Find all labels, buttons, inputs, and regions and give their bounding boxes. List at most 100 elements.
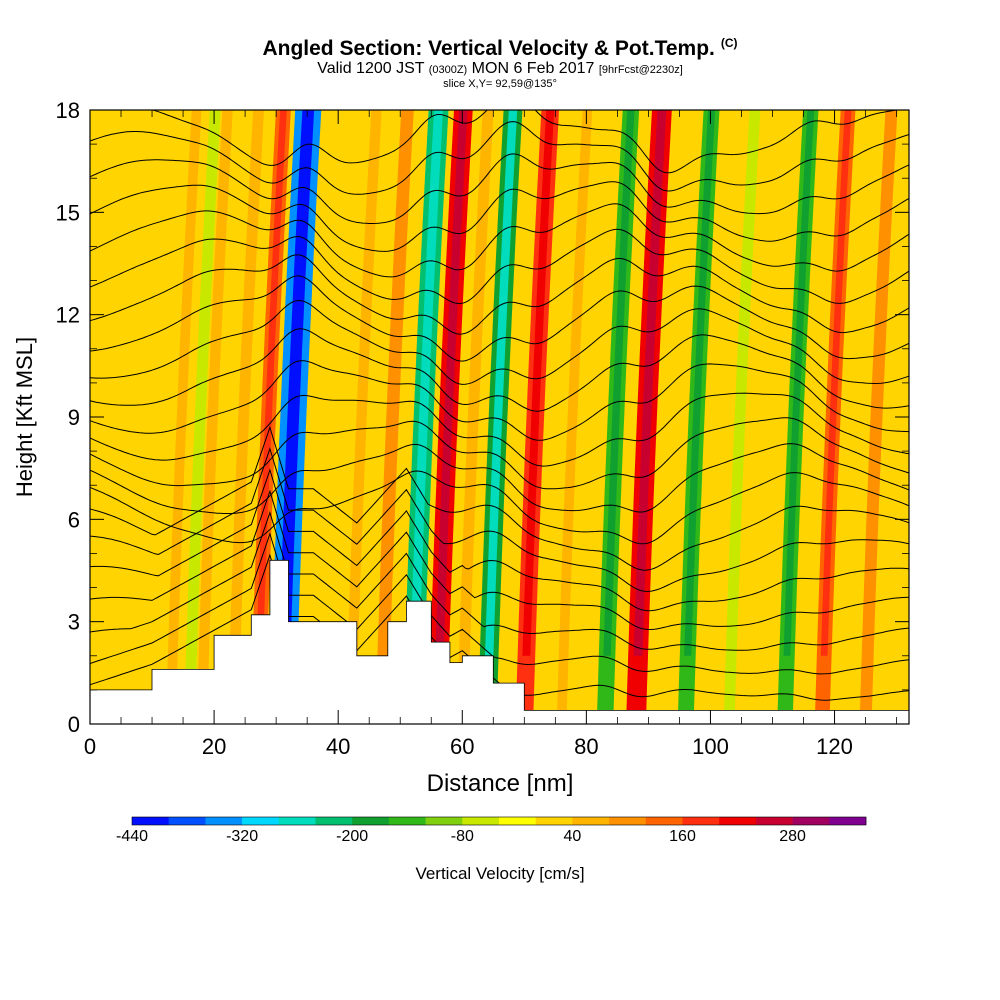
y-tick-label: 18 [56, 98, 80, 123]
colorbar-tick-label: 40 [563, 828, 582, 845]
isentrope-line [90, 328, 909, 412]
x-tick-label: 120 [816, 734, 853, 759]
velocity-core [820, 110, 852, 656]
velocity-core [684, 110, 716, 656]
colorbar-title: Vertical Velocity [cm/s] [415, 864, 585, 883]
velocity-band [315, 110, 350, 724]
x-tick-label: 60 [450, 734, 474, 759]
y-tick-label: 3 [68, 610, 80, 635]
isentrope-line [90, 417, 909, 490]
isentrope-line [90, 275, 909, 362]
isentrope-line [90, 425, 909, 571]
isentrope-line [90, 181, 909, 252]
colorbar-swatch [755, 817, 793, 825]
isentrope-line [90, 299, 909, 385]
isentrope-line [90, 468, 909, 612]
colorbar-swatch [388, 817, 426, 825]
chart-title: Angled Section: Vertical Velocity & Pot.… [0, 36, 1000, 61]
y-tick-label: 0 [68, 712, 80, 737]
isentrope-line [90, 254, 909, 335]
valid-time-line: Valid 1200 JST (0300Z) MON 6 Feb 2017 [9… [0, 60, 1000, 78]
isentrope-line [151, 110, 900, 174]
velocity-band [456, 110, 494, 724]
velocity-core [256, 110, 287, 656]
colorbar [131, 816, 867, 826]
velocity-core [278, 110, 315, 656]
isentrope-line [90, 153, 909, 224]
isentrope-line [90, 532, 909, 675]
x-tick-label: 100 [692, 734, 729, 759]
isentrope-line [90, 203, 909, 278]
x-tick-label: 40 [326, 734, 350, 759]
colorbar-swatch [352, 817, 390, 825]
colorbar-swatch [645, 817, 683, 825]
colorbar-tick-label: 280 [779, 828, 806, 845]
y-tick-label: 9 [68, 405, 80, 430]
velocity-core [522, 110, 555, 656]
isentrope-line [90, 360, 909, 441]
colorbar-swatch [572, 817, 610, 825]
colorbar-swatch [278, 817, 316, 825]
y-axis-label: Height [Kft MSL] [12, 337, 37, 497]
isentrope-line [90, 443, 909, 514]
colorbar-swatch [719, 817, 757, 825]
velocity-band [723, 110, 761, 724]
slice-info: slice X,Y= 92,59@135° [443, 78, 557, 90]
velocity-band [183, 110, 221, 724]
valid-date: MON 6 Feb 2017 [471, 60, 595, 77]
velocity-core [485, 110, 518, 656]
colorbar-swatch [792, 817, 830, 825]
colorbar-tick-label: -440 [115, 828, 149, 845]
valid-time: Valid 1200 JST [317, 60, 425, 77]
terrain [90, 559, 909, 724]
colorbar-tick-label: -200 [336, 828, 369, 845]
forecast-info: [9hrFcst@2230z] [598, 64, 683, 76]
colorbar-swatch [609, 817, 647, 825]
isentrope-line [90, 228, 909, 305]
velocity-band [556, 110, 593, 724]
colorbar-frame [131, 816, 867, 826]
colorbar-swatch [462, 817, 500, 825]
colorbar-swatch [682, 817, 720, 825]
colorbar-swatch [168, 817, 206, 825]
isentrope-line [90, 489, 909, 630]
isentrope-line [90, 392, 909, 467]
x-axis-label: Distance [nm] [427, 770, 574, 797]
x-tick-label: 80 [574, 734, 598, 759]
pot-temp-contours [90, 110, 909, 701]
velocity-band [227, 110, 264, 724]
chart-title-text: Angled Section: Vertical Velocity & Pot.… [262, 37, 715, 60]
velocity-core [410, 110, 443, 656]
velocity-core [783, 110, 815, 656]
colorbar-swatch [242, 817, 280, 825]
colorbar-tick-label: -80 [450, 828, 474, 845]
isentrope-line [90, 121, 909, 195]
colorbar-swatch [829, 817, 867, 825]
velocity-field [90, 110, 909, 724]
y-tick-label: 6 [68, 507, 80, 532]
isentrope-line [90, 510, 909, 651]
axes: 0 20 40 60 80 100 120 0 3 6 9 12 15 18 [56, 98, 909, 759]
velocity-core [633, 110, 667, 656]
isentrope-line [90, 447, 909, 592]
velocity-band [345, 110, 382, 724]
valid-utc: (0300Z) [428, 64, 468, 76]
colorbar-tick-label: 160 [669, 828, 696, 845]
colorbar-swatch [132, 817, 169, 825]
colorbar-swatch [315, 817, 353, 825]
terrain-profile [90, 559, 909, 724]
velocity-band [165, 110, 202, 724]
isentrope-line [90, 470, 909, 545]
colorbar-swatch [535, 817, 573, 825]
velocity-core [435, 110, 468, 656]
velocity-core [603, 110, 635, 656]
colorbar-swatch [499, 817, 536, 825]
colorbar-tick-label: -320 [226, 828, 259, 845]
velocity-band [375, 110, 414, 724]
x-tick-label: 20 [202, 734, 226, 759]
velocity-band [135, 110, 171, 724]
colorbar-swatch [425, 817, 463, 825]
y-tick-label: 15 [56, 200, 80, 225]
colorbar-swatch [205, 817, 243, 825]
